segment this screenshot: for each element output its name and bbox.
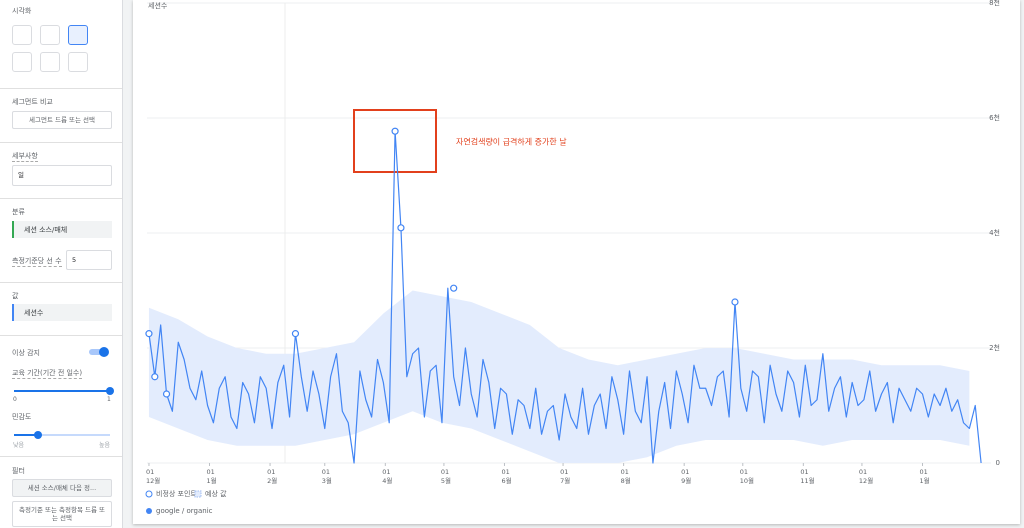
slider-knob[interactable] — [106, 387, 114, 395]
legend-label: 비정상 포인트 — [156, 489, 197, 498]
anomaly-point — [391, 127, 399, 135]
drop-zone[interactable]: 측정기준 또는 측정항목 드롭 또는 선택 — [12, 501, 112, 527]
toggle-track[interactable] — [89, 349, 107, 355]
field-label: 교육 기간(기간 전 일수) — [12, 369, 83, 379]
anomaly-point — [291, 330, 300, 338]
dropdown[interactable]: 5 — [66, 250, 112, 270]
x-tick-label: 01 6월 — [501, 468, 512, 485]
slider-fill — [14, 434, 38, 436]
x-tick-label: 01 10월 — [739, 468, 755, 485]
line-icon[interactable] — [68, 25, 88, 45]
scatter-icon[interactable] — [12, 52, 32, 72]
x-tick-label: 01 1월 — [206, 468, 217, 485]
section-title: 세부사항 — [12, 152, 38, 162]
legend-label: 예상 값 — [205, 489, 227, 498]
table-icon[interactable] — [12, 25, 32, 45]
donut-icon[interactable] — [40, 25, 60, 45]
section-title: 값 — [12, 292, 19, 300]
y-tick-label: 6천 — [989, 113, 1000, 122]
x-tick-label: 01 8월 — [620, 468, 631, 485]
sidebar: 시각화 세그먼트 비교 세그먼트 드롭 또는 선택 세부사항 일 분류 세션 소… — [0, 0, 123, 528]
anomaly-point — [162, 390, 171, 398]
section-title: 필터 — [12, 467, 25, 475]
divider — [0, 88, 122, 89]
highlight-box — [353, 109, 437, 173]
divider — [0, 456, 122, 457]
divider — [0, 335, 122, 336]
legend-anomaly-icon — [145, 490, 153, 498]
slider-min: 낮음 — [13, 442, 25, 449]
anomaly-point — [731, 298, 739, 306]
dimension-chip[interactable]: 세션 소스/매체 — [12, 221, 112, 238]
y-tick-label: 2천 — [989, 343, 1000, 352]
field-label: 측정기준당 선 수 — [12, 257, 62, 267]
section-title: 이상 감지 — [12, 349, 40, 357]
x-tick-label: 01 12월 — [145, 468, 161, 485]
field-label: 민감도 — [12, 413, 32, 421]
geo-icon[interactable] — [68, 52, 88, 72]
series-line — [148, 130, 982, 464]
bar-icon[interactable] — [40, 52, 60, 72]
x-tick-label: 01 12월 — [858, 468, 874, 485]
slider-track — [14, 434, 110, 436]
legend-label: google / organic — [156, 507, 213, 515]
slider-knob[interactable] — [34, 431, 42, 439]
slider-min: 0 — [13, 396, 17, 403]
x-tick-label: 01 3월 — [321, 468, 332, 485]
anomaly-point — [397, 224, 405, 232]
slider-max: 1 — [107, 396, 111, 403]
anomaly-point — [450, 284, 458, 292]
section-title: 분류 — [12, 208, 25, 216]
filter-chip[interactable]: 세션 소스/매체 다음 정... — [12, 479, 112, 497]
x-tick-label: 01 9월 — [681, 468, 692, 485]
legend-series-icon — [146, 508, 152, 514]
divider — [0, 142, 122, 143]
metric-chip[interactable]: 세션수 — [12, 304, 112, 321]
slider-max: 높음 — [99, 442, 111, 449]
divider — [0, 198, 122, 199]
y-tick-label: 0 — [996, 459, 1000, 467]
section-title: 세그먼트 비교 — [12, 98, 53, 106]
y-axis-title: 세션수 — [148, 1, 168, 10]
anomaly-point — [145, 330, 153, 338]
y-tick-label: 4천 — [989, 228, 1000, 237]
legend-band-icon — [194, 490, 202, 498]
divider — [0, 282, 122, 283]
toggle-knob[interactable] — [99, 347, 109, 357]
dropdown[interactable]: 일 — [12, 165, 112, 186]
y-tick-label: 8천 — [989, 0, 1000, 7]
slider-track — [14, 390, 110, 392]
annotation: 자연검색량이 급격하게 증가한 날 — [456, 137, 567, 147]
x-tick-label: 01 2월 — [267, 468, 278, 485]
x-tick-label: 01 1월 — [919, 468, 930, 485]
drop-zone[interactable]: 세그먼트 드롭 또는 선택 — [12, 111, 112, 129]
anomaly-point — [151, 373, 159, 381]
x-tick-label: 01 7월 — [560, 468, 571, 485]
section-title: 시각화 — [12, 7, 32, 15]
x-tick-label: 01 4월 — [382, 468, 393, 485]
x-tick-label: 01 5월 — [440, 468, 452, 485]
x-tick-label: 01 11월 — [800, 468, 815, 485]
